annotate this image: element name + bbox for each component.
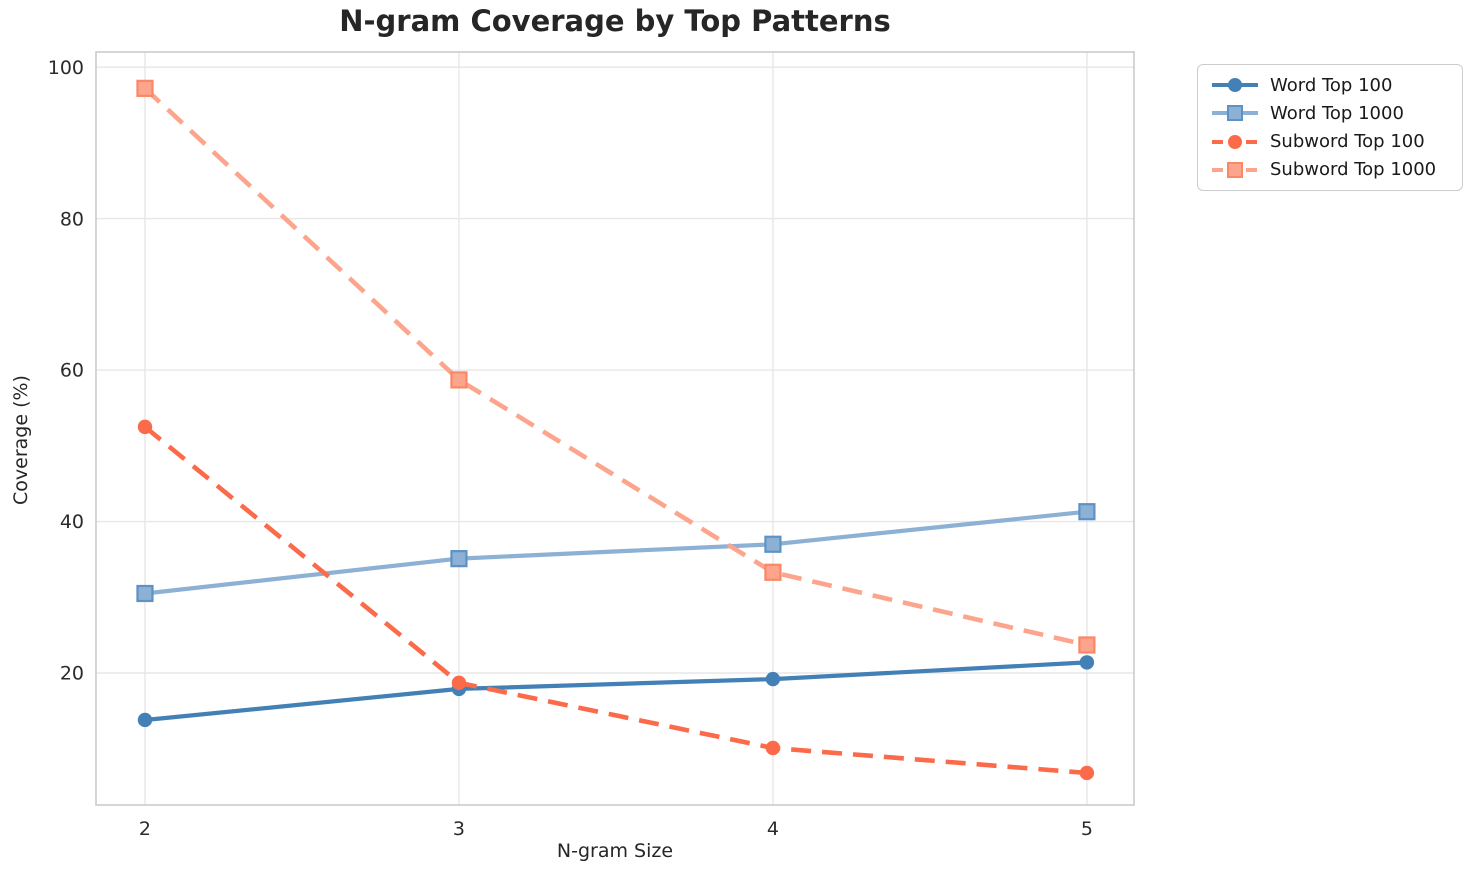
data-point-square [450, 371, 468, 389]
data-point-circle [765, 671, 781, 687]
data-point-square [1078, 503, 1096, 521]
legend-item-word-top-100: Word Top 100 [1210, 74, 1450, 96]
y-tick-label: 20 [60, 663, 84, 685]
data-point-square [136, 79, 154, 97]
data-point-square [1078, 636, 1096, 654]
legend-label: Word Top 1000 [1270, 102, 1404, 124]
legend-item-subword-top-1000: Subword Top 1000 [1210, 159, 1450, 181]
x-axis-label: N-gram Size [556, 840, 674, 862]
y-tick-label: 80 [60, 208, 84, 230]
data-point-square [450, 550, 468, 568]
x-tick-label: 5 [1081, 818, 1093, 840]
data-point-circle [451, 675, 467, 691]
y-axis-label: Coverage (%) [10, 375, 32, 505]
data-point-square [764, 535, 782, 553]
data-point-circle [1079, 765, 1095, 781]
series-line-word-top-100 [144, 660, 1088, 723]
y-tick-label: 100 [48, 57, 84, 79]
y-tick-label: 40 [60, 511, 84, 533]
legend-sample-solid-circle [1212, 78, 1258, 93]
series-line-subword-top-1000 [143, 86, 1088, 648]
axes-spines [95, 51, 1135, 806]
x-tick-label: 3 [453, 818, 465, 840]
data-point-circle [137, 419, 153, 435]
chart-title: N-gram Coverage by Top Patterns [339, 4, 891, 38]
legend-item-word-top-1000: Word Top 1000 [1210, 102, 1450, 124]
legend-item-subword-top-100: Subword Top 100 [1210, 131, 1450, 153]
data-point-circle [765, 740, 781, 756]
legend: Word Top 100 Word Top 1000 Subword Top 100… [1197, 64, 1463, 191]
legend-label: Word Top 100 [1270, 74, 1393, 96]
data-point-circle [1079, 655, 1095, 670]
legend-label: Subword Top 1000 [1270, 159, 1437, 181]
legend-sample-solid-square [1212, 105, 1258, 122]
legend-sample-dashed-square [1212, 161, 1258, 178]
data-point-square [136, 584, 154, 603]
data-point-circle [137, 712, 153, 728]
y-tick-label: 60 [60, 360, 84, 382]
legend-label: Subword Top 100 [1270, 131, 1425, 153]
series-line-subword-top-100 [143, 425, 1088, 776]
x-tick-label: 4 [767, 818, 779, 840]
data-point-square [764, 563, 782, 581]
x-tick-label: 2 [139, 818, 151, 840]
series-line-word-top-1000 [144, 509, 1088, 596]
legend-sample-dashed-circle [1212, 134, 1258, 149]
